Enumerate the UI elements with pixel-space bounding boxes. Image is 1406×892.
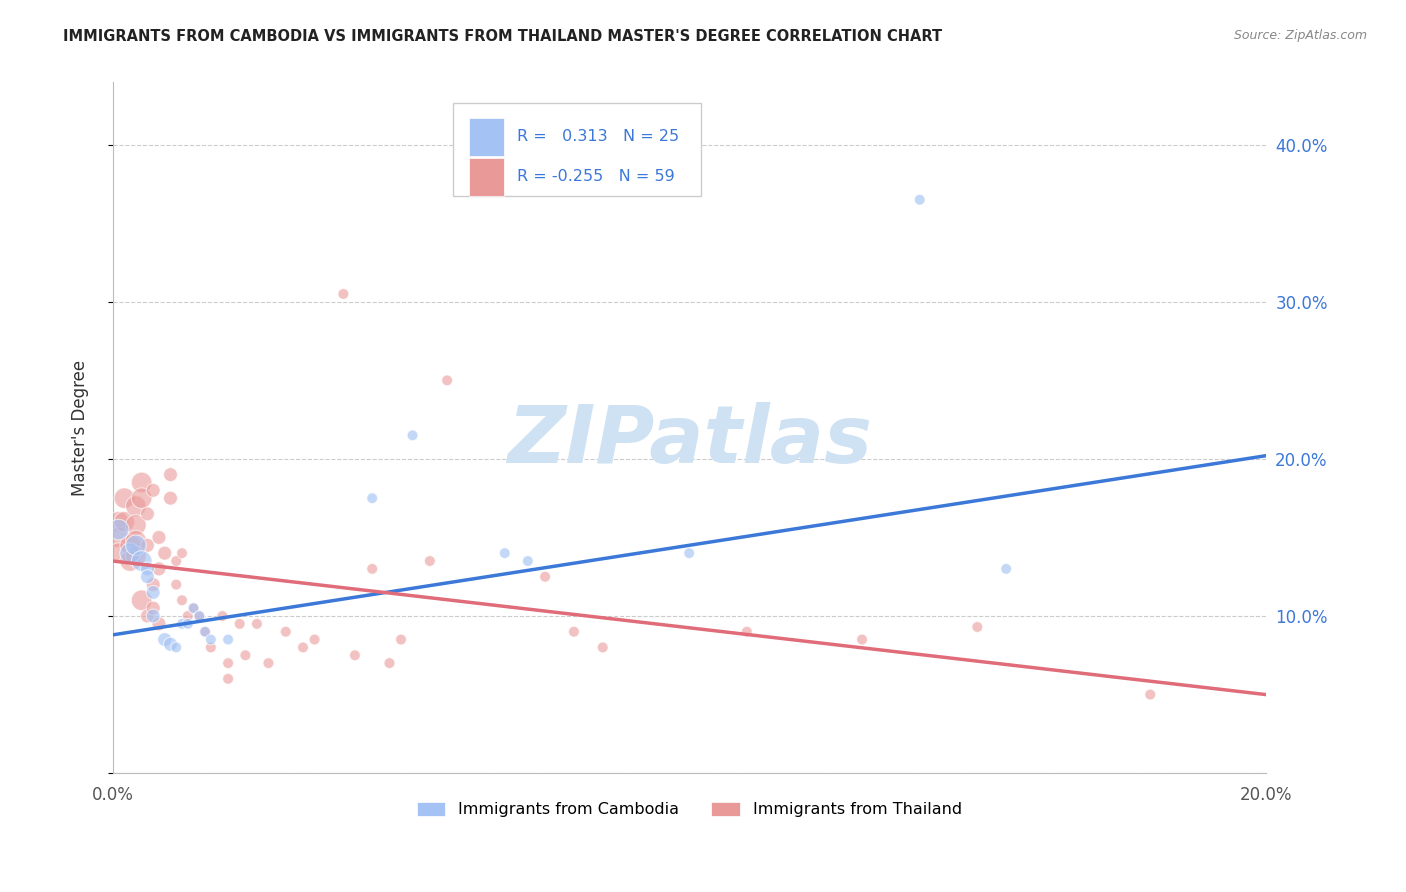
Point [148,531,170,545]
Point [246,616,269,631]
Text: R =   0.313   N = 25: R = 0.313 N = 25 [517,129,679,145]
Y-axis label: Master's Degree: Master's Degree [72,359,89,496]
Point [200,632,222,647]
Point [177,616,200,631]
Point [194,624,217,639]
Point [142,585,165,599]
Point [170,593,193,607]
Point [419,554,441,568]
Point [131,475,153,490]
Point [183,601,205,615]
Point [107,546,129,560]
Point [908,193,931,207]
Point [107,523,129,537]
FancyBboxPatch shape [470,118,503,156]
Point [562,624,585,639]
FancyBboxPatch shape [470,158,503,196]
Point [995,562,1018,576]
FancyBboxPatch shape [453,103,700,196]
Point [131,593,153,607]
Point [217,672,239,686]
Point [120,538,142,552]
Text: Source: ZipAtlas.com: Source: ZipAtlas.com [1233,29,1367,42]
Point [183,601,205,615]
Point [228,616,250,631]
Point [136,562,159,576]
Point [165,640,187,655]
Point [125,499,148,513]
Point [142,601,165,615]
Point [194,624,217,639]
Point [211,609,233,624]
Point [534,570,557,584]
Legend: Immigrants from Cambodia, Immigrants from Thailand: Immigrants from Cambodia, Immigrants fro… [411,796,969,824]
Point [188,609,211,624]
Point [159,467,181,482]
Point [153,546,176,560]
Point [292,640,315,655]
Point [389,632,412,647]
Point [361,562,384,576]
Point [332,287,354,301]
Point [165,577,187,591]
Point [125,549,148,564]
Point [125,538,148,552]
Point [136,570,159,584]
Point [142,483,165,498]
Point [125,517,148,532]
Point [142,609,165,624]
Point [112,515,135,529]
Point [120,546,142,560]
Point [136,538,159,552]
Point [142,577,165,591]
Point [170,546,193,560]
Point [148,616,170,631]
Point [177,609,200,624]
Point [361,491,384,505]
Point [1139,688,1161,702]
Point [148,562,170,576]
Point [136,507,159,521]
Point [131,554,153,568]
Text: R = -0.255   N = 59: R = -0.255 N = 59 [517,169,675,185]
Point [159,637,181,651]
Point [851,632,873,647]
Point [136,609,159,624]
Point [217,632,239,647]
Point [257,656,280,670]
Point [107,531,129,545]
Point [494,546,516,560]
Point [678,546,700,560]
Point [304,632,326,647]
Point [188,609,211,624]
Point [120,554,142,568]
Point [343,648,366,663]
Point [165,554,187,568]
Point [107,515,129,529]
Point [436,373,458,387]
Point [235,648,257,663]
Point [112,491,135,505]
Point [125,533,148,548]
Point [217,656,239,670]
Point [966,620,988,634]
Text: IMMIGRANTS FROM CAMBODIA VS IMMIGRANTS FROM THAILAND MASTER'S DEGREE CORRELATION: IMMIGRANTS FROM CAMBODIA VS IMMIGRANTS F… [63,29,942,44]
Point [378,656,401,670]
Point [516,554,538,568]
Point [200,640,222,655]
Point [131,491,153,505]
Point [401,428,423,442]
Point [592,640,614,655]
Point [159,491,181,505]
Point [170,616,193,631]
Point [153,632,176,647]
Text: ZIPatlas: ZIPatlas [506,402,872,480]
Point [735,624,758,639]
Point [274,624,297,639]
